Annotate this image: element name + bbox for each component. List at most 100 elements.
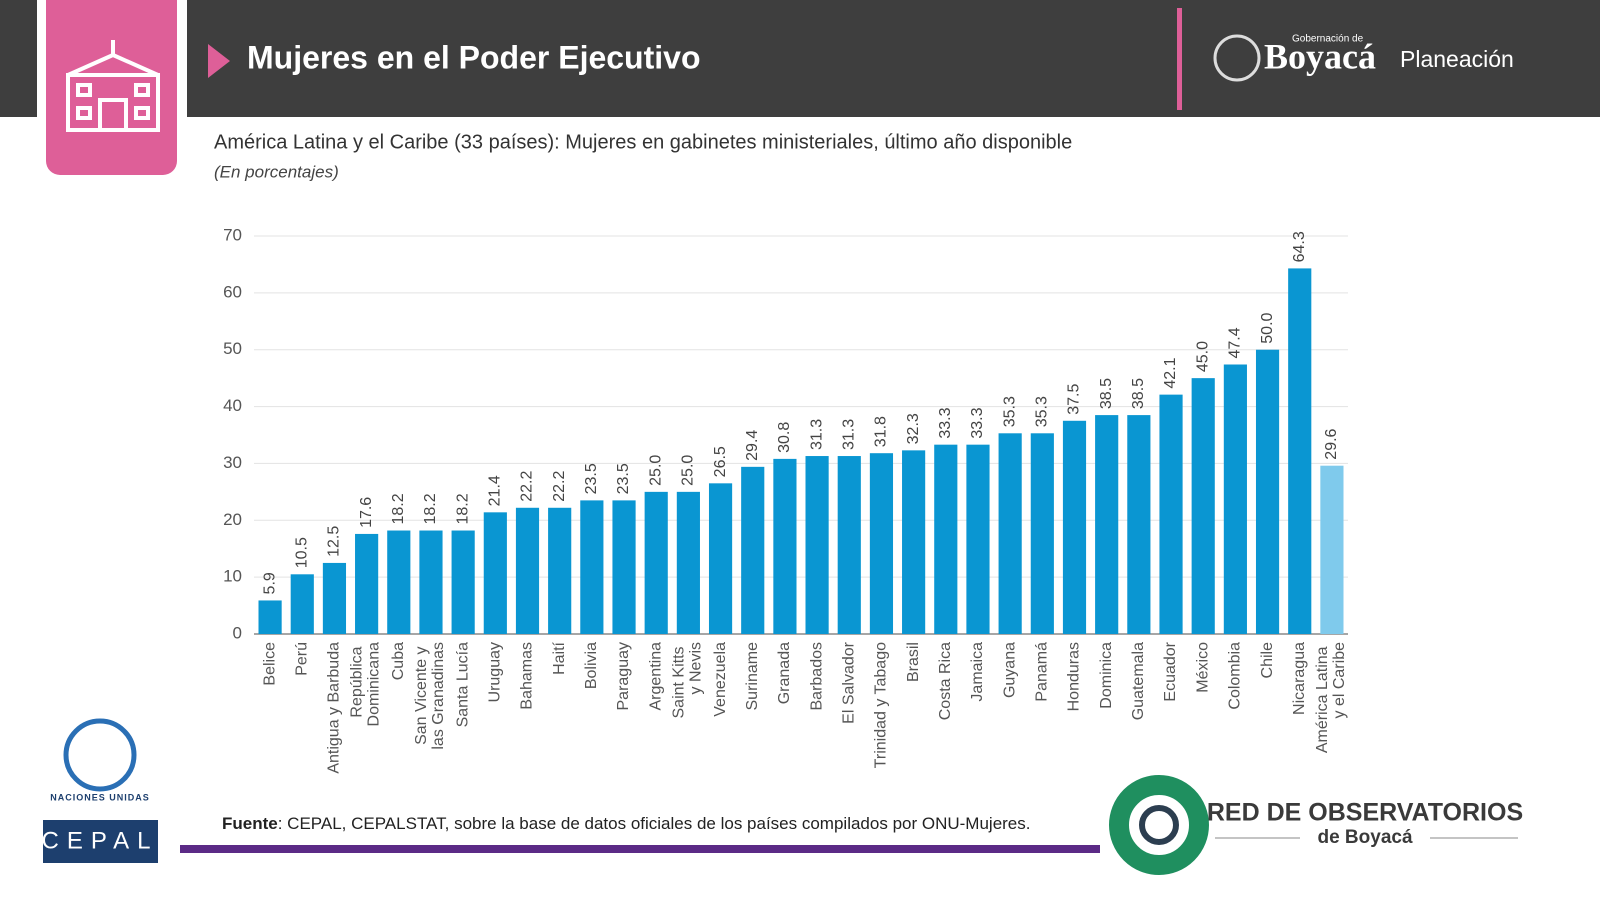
org-small: Gobernación de [1292, 34, 1364, 45]
red-label: RED DE OBSERVATORIOS [1207, 799, 1523, 827]
x-tick-line: Dominicana [366, 642, 383, 727]
bar [1320, 465, 1344, 634]
value-label: 50.0 [1259, 312, 1276, 343]
bar [1062, 420, 1087, 634]
x-tick-label: Santa Lucía [454, 642, 471, 728]
bar [483, 512, 507, 634]
value-label: 31.3 [840, 419, 857, 450]
x-tick-label: Chile [1259, 642, 1276, 679]
bar [1095, 415, 1119, 634]
bar [548, 507, 572, 634]
header-bar [187, 0, 1600, 117]
bar [998, 433, 1022, 634]
value-label: 18.2 [422, 493, 439, 524]
org-unit: Planeación [1400, 46, 1514, 72]
bar [1030, 433, 1054, 634]
x-tick-label: Trinidad y Tabago [873, 642, 890, 768]
bar [902, 450, 926, 634]
value-label: 42.1 [1162, 357, 1179, 388]
red-logo-inner [1139, 805, 1179, 845]
value-label: 35.3 [1001, 396, 1018, 427]
y-tick-label: 70 [223, 225, 242, 244]
bar [676, 491, 700, 634]
chart-title: América Latina y el Caribe (33 países): … [214, 131, 1072, 153]
y-tick-label: 20 [223, 510, 242, 529]
bar [1223, 364, 1247, 634]
x-tick-line: y Nevis [688, 642, 705, 694]
red-sub: de Boyacá [1317, 827, 1412, 848]
x-tick-label: México [1194, 642, 1211, 693]
bar [869, 453, 894, 634]
x-tick-label: Panamá [1034, 642, 1051, 702]
y-tick-label: 30 [223, 453, 242, 472]
y-tick-label: 60 [223, 282, 242, 301]
value-label: 18.2 [454, 493, 471, 524]
x-tick-label: Colombia [1227, 642, 1244, 710]
value-label: 31.8 [873, 416, 890, 447]
value-label: 25.0 [680, 455, 697, 486]
bar [387, 530, 411, 634]
x-tick-line: América Latina [1314, 642, 1331, 753]
value-label: 23.5 [583, 463, 600, 494]
x-tick-label: Bolivia [583, 642, 600, 689]
x-tick-label: Suriname [744, 642, 761, 711]
value-label: 37.5 [1066, 384, 1083, 415]
title-arrow [208, 44, 230, 78]
bar [1191, 378, 1215, 634]
org-name: Boyacá [1264, 36, 1376, 76]
y-tick-label: 40 [223, 396, 242, 415]
bar [934, 444, 958, 634]
value-label: 30.8 [776, 422, 793, 453]
value-label: 21.4 [487, 475, 504, 506]
value-label: 17.6 [358, 497, 375, 528]
bar [1127, 415, 1151, 634]
value-label: 29.6 [1323, 428, 1340, 459]
value-label: 33.3 [969, 407, 986, 438]
x-tick-label: Ecuador [1162, 641, 1179, 701]
x-tick-label: Barbados [808, 642, 825, 711]
value-label: 22.2 [551, 471, 568, 502]
value-label: 22.2 [519, 471, 536, 502]
x-tick-label: Argentina [647, 642, 664, 711]
x-tick-label: Jamaica [969, 642, 986, 702]
header-divider [1177, 8, 1182, 110]
bar [741, 466, 765, 634]
bar [419, 530, 443, 634]
value-label: 18.2 [390, 493, 407, 524]
value-label: 35.3 [1034, 396, 1051, 427]
chart-subtitle: (En porcentajes) [214, 162, 339, 181]
x-tick-label: El Salvador [840, 641, 857, 723]
x-tick-label: República Dominicana [349, 642, 383, 727]
value-label: 23.5 [615, 463, 632, 494]
value-label: 25.0 [647, 455, 664, 486]
x-tick-line: República [349, 642, 366, 718]
bar [1255, 349, 1280, 634]
value-label: 33.3 [937, 407, 954, 438]
value-label: 10.5 [293, 537, 310, 568]
x-tick-label: Guatemala [1130, 642, 1147, 720]
y-tick-label: 50 [223, 339, 242, 358]
x-tick-label: Honduras [1066, 642, 1083, 711]
y-tick-label: 10 [223, 567, 242, 586]
header-bar-left [0, 0, 37, 117]
value-label: 29.4 [744, 430, 761, 461]
x-tick-label: Saint Kitts y Nevis [671, 642, 705, 718]
source-label: Fuente [222, 814, 278, 833]
x-tick-label: Perú [293, 642, 310, 676]
bar [515, 507, 540, 634]
boyaca-emblem [1213, 34, 1261, 82]
bar [1288, 268, 1312, 634]
value-label: 26.5 [712, 446, 729, 477]
x-tick-label: Belice [261, 642, 278, 686]
red-sub-bg [1300, 828, 1430, 848]
footer-line [180, 845, 1100, 853]
value-label: 12.5 [326, 526, 343, 557]
x-tick-label: Dominica [1098, 642, 1115, 709]
x-tick-label: San Vicente y las Granadinas [413, 642, 447, 750]
bar [708, 483, 733, 634]
school-icon [66, 40, 160, 132]
x-tick-label: Uruguay [487, 642, 504, 702]
bar [1159, 394, 1183, 634]
x-tick-label: Venezuela [712, 642, 729, 717]
